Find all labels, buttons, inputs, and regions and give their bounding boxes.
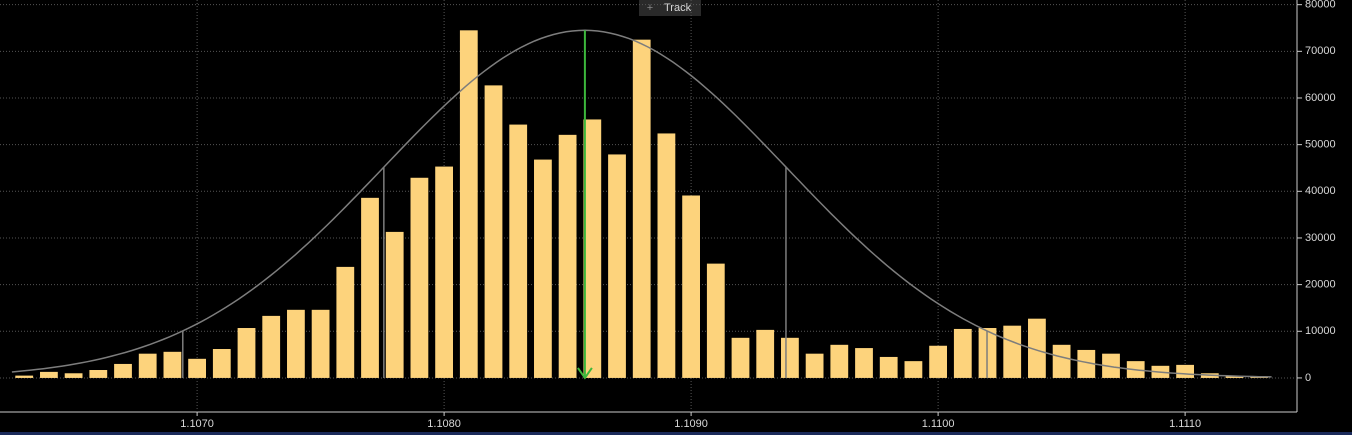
bar	[706, 263, 725, 378]
bar	[484, 85, 503, 378]
bar	[1250, 377, 1269, 378]
bar	[953, 328, 972, 378]
bar	[879, 356, 898, 378]
bar	[262, 315, 281, 378]
bar	[459, 30, 478, 378]
bottom-strip	[0, 432, 1352, 435]
y-tick-label: 30000	[1305, 232, 1336, 244]
bar	[534, 159, 552, 378]
x-tick-label: 1.1090	[674, 418, 708, 430]
bar	[89, 370, 108, 378]
y-tick-label: 80000	[1305, 0, 1336, 11]
bar	[509, 124, 528, 378]
bar	[336, 266, 355, 378]
bar	[1052, 344, 1071, 378]
x-tick-label: 1.1110	[1169, 418, 1201, 430]
bar	[805, 353, 824, 378]
bar	[311, 309, 330, 378]
track-button[interactable]	[639, 0, 701, 16]
bar	[929, 345, 948, 378]
y-tick-label: 70000	[1305, 45, 1336, 57]
bar	[188, 358, 206, 378]
bar	[583, 119, 602, 378]
bar	[361, 197, 379, 378]
mean-arrow	[577, 367, 593, 380]
y-tick-label: 60000	[1305, 92, 1336, 104]
bar	[287, 309, 305, 378]
track-label: Track	[664, 2, 692, 14]
bar	[40, 371, 58, 378]
bar	[904, 361, 923, 378]
y-tick-label: 40000	[1305, 185, 1336, 197]
bar	[1176, 364, 1195, 378]
y-tick-label: 0	[1305, 372, 1311, 384]
bar	[608, 154, 626, 378]
bar	[138, 353, 157, 378]
bar	[731, 337, 750, 378]
bar	[1077, 349, 1096, 378]
y-tick-label: 10000	[1305, 325, 1336, 337]
bar	[114, 363, 132, 378]
x-tick-label: 1.1080	[427, 418, 461, 430]
bar	[682, 195, 700, 378]
bar	[163, 351, 182, 378]
fit-curve	[11, 29, 1272, 378]
x-tick-label: 1.1070	[180, 418, 214, 430]
bar	[1225, 376, 1244, 378]
y-tick-label: 20000	[1305, 279, 1336, 291]
bar	[237, 328, 256, 378]
track-icon: +	[647, 2, 653, 14]
bar	[632, 39, 651, 378]
bar	[385, 231, 404, 378]
bar	[1102, 353, 1120, 378]
y-tick-label: 50000	[1305, 139, 1336, 151]
bar	[756, 329, 775, 378]
bar	[657, 133, 676, 378]
bar	[64, 373, 83, 378]
x-tick-label: 1.1100	[922, 418, 955, 430]
bar	[1028, 318, 1046, 378]
bar	[1003, 325, 1022, 378]
bar	[15, 375, 34, 378]
bar	[558, 134, 577, 378]
bar	[855, 348, 873, 378]
bar	[410, 177, 429, 378]
bar	[830, 344, 849, 378]
bar	[212, 349, 231, 378]
bar	[435, 166, 453, 378]
bar	[781, 337, 799, 378]
